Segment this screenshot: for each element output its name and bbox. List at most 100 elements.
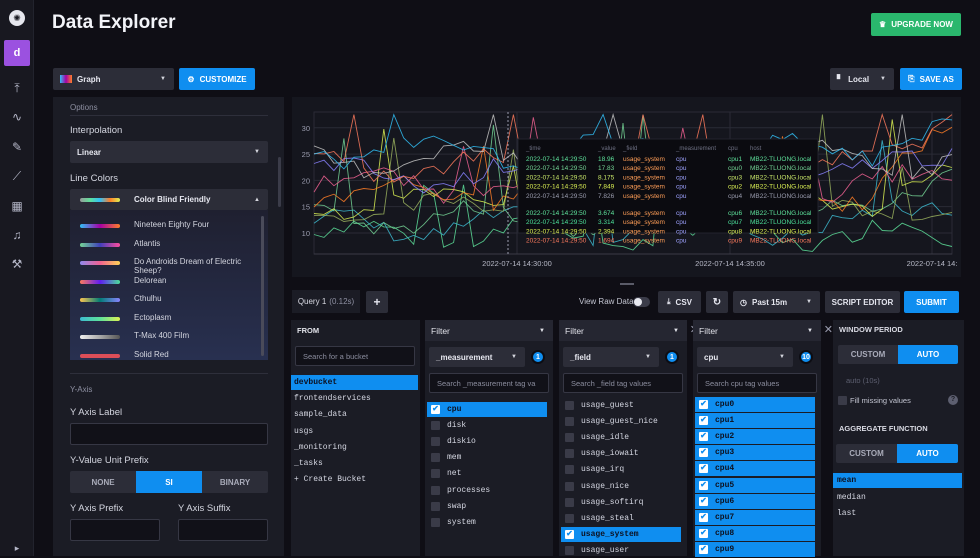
upload-icon[interactable]: ⤒ <box>14 81 20 95</box>
tag-value-item[interactable]: usage_guest <box>561 398 681 413</box>
bucket-item[interactable]: frontendservices <box>294 394 371 404</box>
checkbox-icon[interactable] <box>431 421 440 431</box>
checkbox-icon[interactable] <box>565 433 574 443</box>
aggregate-auto-option[interactable]: AUTO <box>897 444 958 463</box>
filter-key-dropdown[interactable]: _measurement ▼ <box>429 347 525 367</box>
checkbox-icon[interactable] <box>431 517 440 527</box>
checkbox-checked-icon[interactable]: ✔ <box>699 544 708 554</box>
tag-value-item[interactable]: ✔ cpu4 <box>695 461 815 477</box>
line-colors-dropdown[interactable]: Color Blind Friendly ▲ <box>70 189 268 210</box>
tag-value-item[interactable]: usage_softirq <box>561 495 681 510</box>
tag-value-item[interactable]: ✔ cpu <box>427 402 547 417</box>
tag-value-item[interactable]: usage_nice <box>561 479 681 494</box>
checkbox-icon[interactable] <box>565 513 574 523</box>
tag-value-item[interactable]: ✔ cpu7 <box>695 509 815 525</box>
tag-search-input[interactable]: Search _measurement tag va <box>429 373 549 393</box>
checkbox-checked-icon[interactable]: ✔ <box>699 400 708 409</box>
tag-value-item[interactable]: usage_guest_nice <box>561 414 681 429</box>
checkbox-checked-icon[interactable]: ✔ <box>699 432 708 442</box>
notebook-icon[interactable]: ✎ <box>11 140 23 154</box>
checkbox-icon[interactable] <box>565 497 574 507</box>
line-color-option[interactable]: Nineteen Eighty Four <box>70 219 260 233</box>
line-colors-scrollbar[interactable] <box>261 216 264 356</box>
checkbox-checked-icon[interactable]: ✔ <box>699 512 708 522</box>
checkbox-checked-icon[interactable]: ✔ <box>565 529 574 539</box>
tag-value-item[interactable]: ✔ cpu0 <box>695 397 815 412</box>
avatar[interactable]: d <box>4 40 30 66</box>
checkbox-icon[interactable] <box>431 437 440 447</box>
expand-nav-icon[interactable]: ▸ <box>14 543 20 553</box>
checkbox-icon[interactable] <box>431 469 440 479</box>
help-icon[interactable]: ? <box>948 395 958 405</box>
tag-value-item[interactable]: ✔ cpu6 <box>695 493 815 509</box>
bucket-item[interactable]: _monitoring <box>294 442 347 452</box>
tag-value-item[interactable]: usage_steal <box>561 511 681 526</box>
checkbox-checked-icon[interactable]: ✔ <box>699 464 708 474</box>
tag-value-item[interactable]: processes <box>427 483 547 498</box>
filter-header[interactable]: Filter ▼ <box>693 320 821 341</box>
line-color-option[interactable]: Delorean <box>70 275 260 289</box>
line-color-option[interactable]: Do Androids Dream of Electric Sheep? <box>70 256 260 275</box>
bell-icon[interactable]: ♫ <box>12 228 22 242</box>
window-auto-option[interactable]: AUTO <box>898 345 958 364</box>
line-color-option[interactable]: Atlantis <box>70 238 260 252</box>
aggregate-function-item[interactable]: median <box>837 492 866 502</box>
graph-type-dropdown[interactable]: Graph ▼ <box>53 68 174 90</box>
fill-missing-checkbox[interactable] <box>838 396 847 405</box>
filter-header[interactable]: Filter ▼ <box>425 320 553 341</box>
aggregate-custom-option[interactable]: CUSTOM <box>836 444 897 463</box>
query-tab[interactable]: Query 1 (0.12s) <box>292 290 360 313</box>
checkbox-icon[interactable] <box>565 449 574 459</box>
timezone-dropdown[interactable]: ▘ Local ▼ <box>830 68 894 90</box>
csv-button[interactable]: ⤓ CSV <box>658 291 701 313</box>
resize-handle[interactable] <box>620 283 634 285</box>
filter-key-dropdown[interactable]: _field ▼ <box>563 347 659 367</box>
unit-prefix-none[interactable]: NONE <box>70 471 136 493</box>
add-query-button[interactable]: + <box>366 291 388 313</box>
bucket-item[interactable]: usgs <box>294 426 314 436</box>
checkbox-icon[interactable] <box>565 465 574 475</box>
tag-value-item[interactable]: ✔ cpu8 <box>695 525 815 541</box>
line-color-option[interactable]: Cthulhu <box>70 293 260 307</box>
checkbox-icon[interactable] <box>431 485 440 495</box>
checkbox-checked-icon[interactable]: ✔ <box>431 405 440 414</box>
submit-button[interactable]: SUBMIT <box>904 291 959 313</box>
tag-value-item[interactable]: ✔ cpu3 <box>695 445 815 461</box>
checkbox-checked-icon[interactable]: ✔ <box>699 448 708 458</box>
tag-value-item[interactable]: usage_user <box>561 543 681 558</box>
checkbox-checked-icon[interactable]: ✔ <box>699 528 708 538</box>
unit-prefix-si[interactable]: SI <box>136 471 202 493</box>
tag-value-item[interactable]: ✔ cpu9 <box>695 541 815 557</box>
upgrade-now-button[interactable]: ♛ UPGRADE NOW <box>871 13 961 36</box>
bucket-item[interactable]: _tasks <box>294 459 323 468</box>
filter-header[interactable]: Filter ▼ <box>559 320 687 341</box>
interpolation-dropdown[interactable]: Linear ▼ <box>70 141 268 163</box>
logo-icon[interactable]: ✺ <box>9 10 25 26</box>
bucket-item[interactable]: devbucket <box>291 375 418 390</box>
wrench-icon[interactable]: ⚒ <box>11 257 23 271</box>
line-color-option[interactable]: Solid Red <box>70 349 260 361</box>
tag-search-input[interactable]: Search _field tag values <box>563 373 683 393</box>
aggregate-function-item[interactable]: last <box>837 509 857 518</box>
tag-value-item[interactable]: ✔ cpu5 <box>695 477 815 493</box>
window-custom-option[interactable]: CUSTOM <box>838 345 898 364</box>
save-as-button[interactable]: ⎘ SAVE AS <box>900 68 962 90</box>
tag-value-item[interactable]: usage_iowait <box>561 446 681 461</box>
checkbox-icon[interactable] <box>431 501 440 511</box>
tag-search-input[interactable]: Search cpu tag values <box>697 373 817 393</box>
line-color-option[interactable]: Ectoplasm <box>70 312 260 326</box>
tag-value-item[interactable]: usage_idle <box>561 430 681 445</box>
aggregate-function-item[interactable]: mean <box>833 473 962 488</box>
bucket-search-input[interactable]: Search for a bucket <box>295 346 415 366</box>
tag-value-item[interactable]: ✔ cpu2 <box>695 429 815 445</box>
checkbox-checked-icon[interactable]: ✔ <box>699 496 708 506</box>
pulse-icon[interactable]: ∿ <box>11 110 23 124</box>
view-raw-data-toggle[interactable] <box>633 297 650 307</box>
tag-value-item[interactable]: system <box>427 515 547 530</box>
unit-prefix-binary[interactable]: BINARY <box>202 471 268 493</box>
options-scrollbar[interactable] <box>278 157 281 207</box>
checkbox-icon[interactable] <box>565 401 574 410</box>
time-range-dropdown[interactable]: ◷ Past 15m ▼ <box>733 291 820 313</box>
line-chart[interactable]: 10 15 20 25 30 2022-07-14 14:30:00 2022-07-14 … <box>292 97 961 277</box>
chart-icon[interactable]: ⟋ <box>12 169 22 183</box>
